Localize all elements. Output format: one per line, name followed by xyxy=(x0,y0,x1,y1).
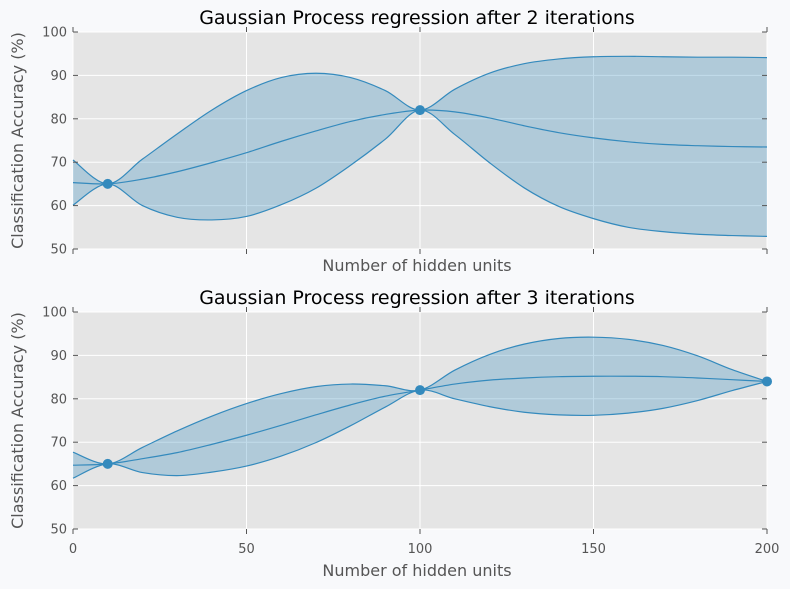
y-tick-label: 50 xyxy=(50,243,67,258)
observation-point xyxy=(102,178,113,189)
chart-panel-1: 50 60 70 80 90 100 Gaussian Process regression… xyxy=(8,7,768,275)
y-tick-label: 90 xyxy=(50,349,67,364)
x-tick-label: 200 xyxy=(755,542,780,557)
x-axis-label: Number of hidden units xyxy=(322,256,511,275)
y-tick-label: 60 xyxy=(50,479,67,494)
y-tick-label: 90 xyxy=(50,69,67,84)
observation-point xyxy=(415,385,425,396)
y-axis-label: Classification Accuracy (%) xyxy=(8,32,27,249)
x-axis-label: Number of hidden units xyxy=(322,561,511,580)
y-tick-label: 80 xyxy=(50,112,67,127)
chart-title: Gaussian Process regression after 2 iter… xyxy=(199,7,635,29)
y-tick-label: 70 xyxy=(50,156,67,171)
observation-point xyxy=(102,458,113,469)
observation-point xyxy=(415,105,425,116)
confidence-band xyxy=(73,337,767,479)
y-tick-label: 80 xyxy=(50,392,67,407)
x-tick-label: 150 xyxy=(581,542,606,557)
y-axis-label: Classification Accuracy (%) xyxy=(8,312,27,529)
confidence-band xyxy=(73,56,767,237)
observation-point xyxy=(762,376,772,387)
y-tick-label: 50 xyxy=(50,523,67,538)
x-tick-label: 0 xyxy=(69,542,77,557)
x-tick-label: 50 xyxy=(238,542,255,557)
y-tick-label: 60 xyxy=(50,199,67,214)
chart-title: Gaussian Process regression after 3 iter… xyxy=(199,287,635,309)
y-tick-label: 100 xyxy=(42,26,67,41)
y-tick-label: 100 xyxy=(42,306,67,321)
y-tick-label: 70 xyxy=(50,436,67,451)
x-tick-label: 100 xyxy=(408,542,433,557)
